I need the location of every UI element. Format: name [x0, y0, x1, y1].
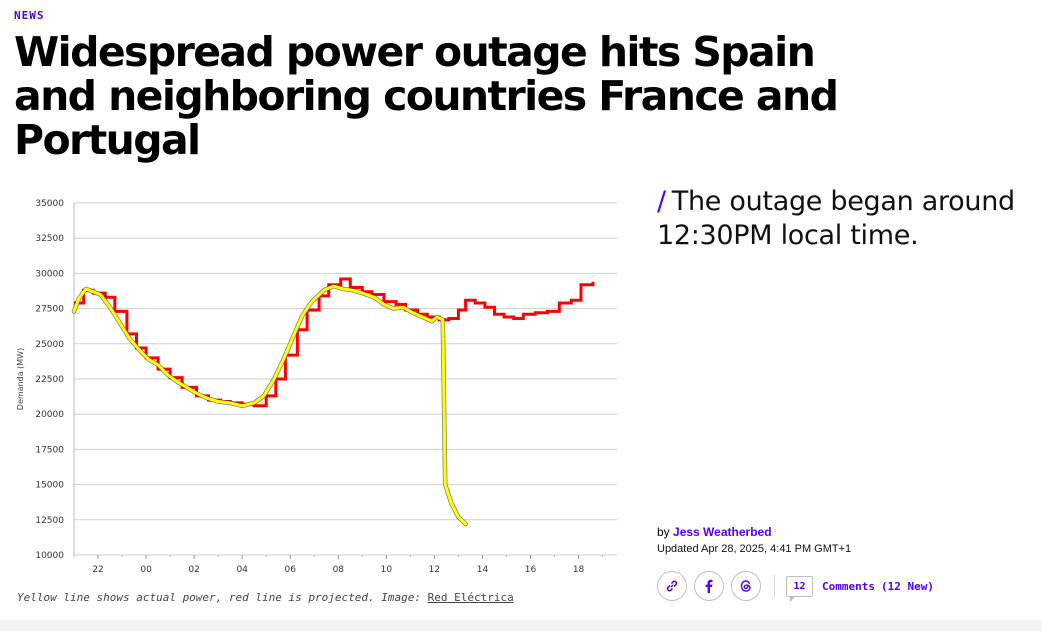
article-dek: / The outage began around 12:30PM local t…	[657, 185, 1032, 253]
x-tick-label: 00	[140, 565, 152, 573]
y-axis-label: Demanda (MW)	[16, 348, 25, 410]
y-tick-label: 15000	[35, 481, 64, 491]
comments-button[interactable]: 12 Comments (12 New)	[786, 575, 934, 602]
chart-figure: 35000 32500 30000 27500 25000 22500 20000 17500…	[14, 188, 624, 573]
x-tick-label: 16	[525, 565, 537, 573]
threads-icon	[740, 580, 751, 592]
image-caption: Yellow line shows actual power, red line…	[17, 591, 514, 604]
link-icon	[666, 580, 678, 592]
byline-prefix: by	[657, 525, 670, 539]
x-tick-label: 22	[92, 565, 103, 573]
author-link[interactable]: Jess Weatherbed	[673, 525, 772, 539]
y-tick-label: 30000	[35, 269, 64, 279]
x-tick-label: 12	[429, 565, 440, 573]
x-tick-label: 14	[477, 565, 489, 573]
byline: by Jess Weatherbed	[657, 525, 772, 539]
article-headline: Widespread power outage hits Spain and n…	[14, 28, 839, 164]
x-tick-label: 08	[333, 565, 345, 573]
y-tick-label: 12500	[35, 516, 64, 526]
comments-new-count: (12 New)	[880, 579, 934, 593]
dek-slash: /	[657, 186, 666, 217]
x-tick-label: 02	[188, 565, 199, 573]
x-tick-label: 04	[236, 565, 248, 573]
demand-chart: 35000 32500 30000 27500 25000 22500 20000 17500…	[16, 199, 617, 573]
share-divider	[774, 575, 775, 597]
y-tick-label: 17500	[35, 445, 64, 455]
y-tick-label: 22500	[35, 375, 64, 385]
y-tick-label: 25000	[35, 340, 64, 350]
y-tick-label: 10000	[35, 551, 64, 561]
x-tick-label: 10	[381, 565, 393, 573]
comment-count-badge: 12	[786, 575, 813, 602]
dek-text: The outage began around 12:30PM local ti…	[657, 186, 1015, 251]
updated-timestamp: Updated Apr 28, 2025, 4:41 PM GMT+1	[657, 543, 852, 555]
caption-text: Yellow line shows actual power, red line…	[17, 591, 421, 604]
y-tick-label: 35000	[35, 199, 64, 209]
y-tick-label: 32500	[35, 234, 64, 244]
share-bar: 12 Comments (12 New)	[657, 571, 934, 602]
page-footer-strip	[0, 620, 1042, 631]
y-tick-label: 27500	[35, 305, 64, 315]
x-tick-label: 18	[573, 565, 585, 573]
series-shadow-line	[71, 283, 468, 527]
facebook-share-button[interactable]	[694, 571, 724, 601]
comments-label: Comments (12 New)	[822, 580, 934, 593]
y-tick-label: 20000	[35, 410, 64, 420]
actual-demand-line	[72, 284, 468, 526]
comments-text: Comments	[822, 579, 875, 593]
section-kicker[interactable]: NEWS	[14, 9, 45, 22]
image-credit-link[interactable]: Red Eléctrica	[427, 591, 514, 604]
projected-demand-line	[74, 277, 595, 408]
facebook-icon	[705, 579, 713, 593]
copy-link-button[interactable]	[657, 571, 687, 601]
threads-share-button[interactable]	[731, 571, 761, 601]
x-tick-label: 06	[285, 565, 297, 573]
